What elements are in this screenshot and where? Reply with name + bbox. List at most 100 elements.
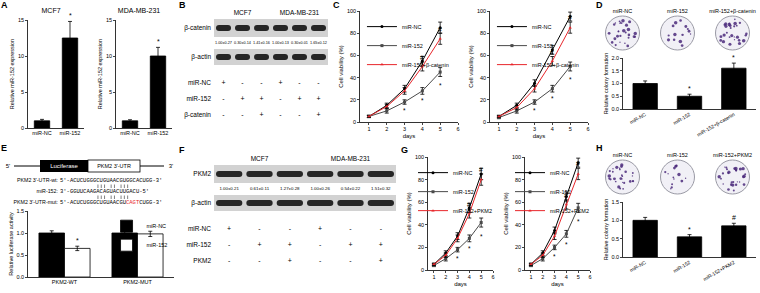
svg-text:3: 3 [403,126,406,132]
svg-text:1: 1 [529,274,532,280]
svg-text:5: 5 [577,274,580,280]
svg-text:#: # [564,192,568,199]
svg-text:1.27±0.28: 1.27±0.28 [280,186,300,191]
svg-text:miR-152+β-catenin: miR-152+β-catenin [532,62,579,68]
svg-text:1.65±0.12: 1.65±0.12 [310,40,327,45]
svg-text:4: 4 [565,274,568,280]
svg-text:days: days [551,281,564,287]
svg-text:miR-152: miR-152 [672,259,692,274]
svg-text:0: 0 [109,125,112,131]
svg-text:-: - [349,257,352,264]
svg-text:miR-NC: miR-NC [613,152,633,158]
svg-text:*: * [577,218,580,225]
svg-text:5: 5 [480,274,483,280]
svg-text:#: # [550,49,554,56]
svg-text:100: 100 [347,8,356,14]
svg-text:100: 100 [512,154,521,160]
svg-text:5'-ACUCUGGGCUGUAACGUCAGTCUGG-3: 5'-ACUCUGGGCUGUAACGUCAGTCUGG-3' [60,199,162,205]
svg-text:80: 80 [418,177,424,183]
svg-text:Relative miR-152 expression: Relative miR-152 expression [97,39,103,109]
svg-text:1.0: 1.0 [611,80,619,86]
svg-text:1.00±0.21: 1.00±0.21 [219,186,239,191]
svg-text:5: 5 [109,89,112,95]
svg-text:miR-152+PKM2: miR-152+PKM2 [702,259,736,282]
svg-text:-: - [222,95,225,102]
svg-text:20: 20 [418,244,424,250]
svg-text:miR-NC: miR-NC [188,225,211,232]
svg-text:miR-152: miR-152 [550,189,571,195]
svg-text:5: 5 [569,126,572,132]
svg-text:1: 1 [432,274,435,280]
svg-text:1.41±0.16: 1.41±0.16 [253,40,270,45]
svg-text:#: # [732,214,736,221]
svg-text:miR-152: miR-152 [60,130,81,136]
svg-text:+: + [316,111,320,118]
svg-text:6: 6 [456,126,459,132]
svg-text:-: - [317,79,320,86]
svg-text:days: days [533,133,546,139]
svg-text:0: 0 [21,125,24,131]
svg-text:20: 20 [515,244,521,250]
svg-text:1.5: 1.5 [611,199,619,205]
svg-text:0.5: 0.5 [16,252,24,258]
svg-text:-: - [298,79,301,86]
svg-text:4: 4 [551,126,554,132]
svg-text:PKM2 3'-UTR: PKM2 3'-UTR [97,163,131,169]
svg-text:+: + [288,241,292,248]
svg-text:miR-NC: miR-NC [147,223,167,229]
svg-text:miR-152+PKM2: miR-152+PKM2 [713,152,752,158]
svg-text:3: 3 [553,274,556,280]
svg-text:0: 0 [483,119,486,125]
svg-text:miR-152+PKM2: miR-152+PKM2 [550,208,589,214]
svg-text:+: + [240,95,244,102]
svg-text:80: 80 [480,30,486,36]
svg-text:*: * [157,38,160,45]
svg-text:β-catenin: β-catenin [184,111,211,119]
svg-text:-: - [228,257,231,264]
svg-text:6: 6 [491,274,494,280]
svg-text:4: 4 [468,274,471,280]
svg-text:+: + [348,241,352,248]
svg-text:+: + [259,95,263,102]
svg-text:#: # [576,160,580,167]
svg-text:*: * [551,95,554,102]
svg-text:*: * [403,107,406,114]
svg-text:*: * [565,241,568,248]
svg-text:miR-NC: miR-NC [402,24,422,30]
svg-text:-: - [258,257,261,264]
svg-text:miR-152: miR-152 [186,241,211,248]
svg-text:1: 1 [497,126,500,132]
svg-text:1.0: 1.0 [611,217,619,223]
svg-text:miR-152: miR-152 [148,130,169,136]
svg-text:0.61±0.11: 0.61±0.11 [250,186,270,191]
svg-text:*: * [468,245,471,252]
svg-text:*: * [732,54,735,61]
svg-text:miR-152+β-catenin: miR-152+β-catenin [402,62,449,68]
svg-text:5': 5' [6,163,10,169]
svg-text:80: 80 [350,30,356,36]
svg-text:miR-152: miR-152 [672,111,692,126]
svg-text:miR-NC: miR-NC [532,24,552,30]
svg-text:Luciferase: Luciferase [50,163,78,169]
svg-text:+: + [297,95,301,102]
svg-text:PKM2: PKM2 [193,257,211,264]
svg-text:-: - [380,225,383,232]
svg-text:+: + [227,225,231,232]
svg-text:miR-NC: miR-NC [453,170,473,176]
svg-text:PKM2 3'-UTR-mut:: PKM2 3'-UTR-mut: [13,199,58,205]
svg-text:miR-152+β-catenin: miR-152+β-catenin [709,8,756,14]
svg-text:miR-152: miR-152 [667,8,688,14]
svg-text:*: * [533,107,536,114]
svg-text:100: 100 [477,8,486,14]
svg-text:Cell viability (%): Cell viability (%) [468,45,474,88]
svg-text:60: 60 [418,199,424,205]
svg-text:*: * [688,226,691,233]
svg-text:PKM2 3'-UTR-wt:: PKM2 3'-UTR-wt: [17,177,58,183]
svg-text:MDA-MB-231: MDA-MB-231 [118,7,161,14]
svg-text:10: 10 [106,53,112,59]
svg-text:6: 6 [586,126,589,132]
svg-text:miR-NC: miR-NC [629,259,648,273]
svg-text:#: # [568,14,572,21]
svg-text:-: - [279,111,282,118]
svg-text:+: + [257,241,261,248]
